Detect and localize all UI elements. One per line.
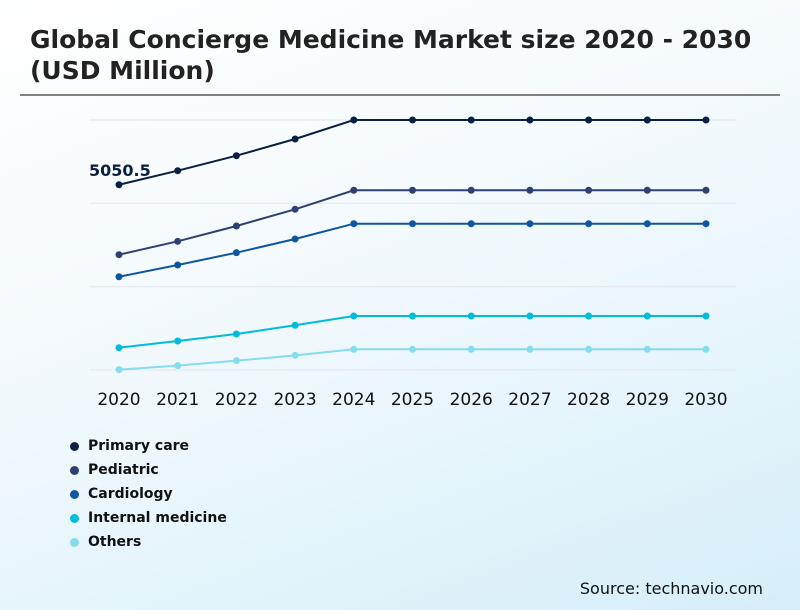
data-point-cardiology bbox=[409, 220, 416, 228]
data-point-internal-medicine bbox=[232, 330, 240, 338]
data-point-cardiology bbox=[526, 220, 534, 228]
data-point-others bbox=[232, 357, 240, 365]
data-point-primary-care bbox=[702, 116, 710, 124]
data-point-cardiology bbox=[350, 220, 358, 228]
data-point-others bbox=[115, 366, 123, 374]
data-point-primary-care bbox=[467, 116, 475, 124]
data-point-pediatric bbox=[643, 186, 651, 194]
x-tick-label: 2024 bbox=[332, 390, 375, 410]
data-point-primary-care bbox=[174, 167, 182, 175]
series-line-internal-medicine bbox=[118, 315, 706, 349]
data-point-others bbox=[409, 345, 416, 353]
data-point-pediatric bbox=[467, 186, 475, 194]
legend-marker-icon bbox=[70, 537, 79, 547]
legend-item-internal-medicine: Internal medicine bbox=[70, 506, 227, 530]
data-point-pediatric bbox=[702, 186, 710, 194]
data-point-others bbox=[174, 362, 182, 370]
chart-title: Global Concierge Medicine Market size 20… bbox=[30, 25, 752, 85]
data-point-primary-care bbox=[350, 116, 358, 124]
data-point-internal-medicine bbox=[643, 312, 651, 320]
data-point-internal-medicine bbox=[409, 312, 416, 320]
line-chart: 2020 2021 2022 2023 2024 2025 2026 2027 2028 2029… bbox=[89, 116, 736, 410]
data-point-others bbox=[350, 345, 358, 353]
data-point-others bbox=[526, 345, 534, 353]
data-point-pediatric bbox=[174, 237, 182, 245]
legend-marker-icon bbox=[70, 489, 79, 499]
data-point-internal-medicine bbox=[585, 312, 593, 320]
data-point-cardiology bbox=[585, 220, 593, 228]
legend-item-cardiology: Cardiology bbox=[70, 482, 227, 506]
data-point-internal-medicine bbox=[467, 312, 475, 320]
data-point-others bbox=[585, 345, 593, 353]
legend-label: Pediatric bbox=[88, 462, 159, 478]
data-point-cardiology bbox=[174, 261, 182, 269]
data-point-primary-care bbox=[232, 152, 240, 160]
legend-label: Primary care bbox=[88, 438, 190, 454]
legend-marker-icon bbox=[70, 441, 79, 451]
x-tick-label: 2020 bbox=[97, 390, 140, 410]
legend-marker-icon bbox=[70, 513, 79, 523]
data-point-pediatric bbox=[350, 186, 358, 194]
data-point-primary-care bbox=[585, 116, 593, 124]
legend-label: Others bbox=[88, 534, 142, 550]
legend-item-others: Others bbox=[70, 530, 227, 554]
data-point-cardiology bbox=[702, 220, 710, 228]
data-point-internal-medicine bbox=[291, 321, 299, 329]
data-label: 5050.5 bbox=[89, 161, 151, 180]
x-tick-label: 2022 bbox=[215, 390, 258, 410]
data-point-pediatric bbox=[291, 205, 299, 213]
data-point-internal-medicine bbox=[174, 337, 182, 345]
data-point-pediatric bbox=[585, 186, 593, 194]
data-point-pediatric bbox=[232, 222, 240, 230]
data-point-pediatric bbox=[409, 186, 416, 194]
legend-marker-icon bbox=[70, 465, 79, 475]
title-divider bbox=[20, 94, 780, 96]
legend-label: Cardiology bbox=[88, 486, 173, 502]
data-point-internal-medicine bbox=[526, 312, 534, 320]
source-label: Source: technavio.com bbox=[579, 579, 763, 598]
data-point-internal-medicine bbox=[115, 344, 123, 352]
data-point-cardiology bbox=[291, 235, 299, 243]
data-point-cardiology bbox=[115, 273, 123, 281]
legend-item-pediatric: Pediatric bbox=[70, 458, 227, 482]
data-point-primary-care bbox=[291, 135, 299, 143]
data-point-others bbox=[643, 345, 651, 353]
legend: Primary care Pediatric Cardiology Internal … bbox=[70, 434, 227, 554]
x-tick-label: 2025 bbox=[391, 390, 434, 410]
x-tick-label: 2023 bbox=[273, 390, 316, 410]
x-tick-label: 2026 bbox=[450, 390, 493, 410]
data-point-primary-care bbox=[643, 116, 651, 124]
x-tick-label: 2030 bbox=[684, 390, 727, 410]
x-tick-label: 2027 bbox=[508, 390, 551, 410]
series-line-primary-care bbox=[118, 119, 706, 186]
data-point-others bbox=[702, 345, 710, 353]
series-line-cardiology bbox=[118, 222, 706, 278]
x-tick-label: 2021 bbox=[156, 390, 199, 410]
data-point-internal-medicine bbox=[702, 312, 710, 320]
data-point-primary-care bbox=[115, 181, 123, 189]
data-point-others bbox=[291, 351, 299, 359]
data-point-primary-care bbox=[409, 116, 416, 124]
legend-item-primary-care: Primary care bbox=[70, 434, 227, 458]
x-tick-label: 2028 bbox=[567, 390, 610, 410]
legend-label: Internal medicine bbox=[88, 510, 227, 526]
data-point-pediatric bbox=[526, 186, 534, 194]
data-point-cardiology bbox=[467, 220, 475, 228]
data-point-cardiology bbox=[232, 249, 240, 257]
x-tick-label: 2029 bbox=[626, 390, 669, 410]
data-point-internal-medicine bbox=[350, 312, 358, 320]
data-point-cardiology bbox=[643, 220, 651, 228]
data-point-primary-care bbox=[526, 116, 534, 124]
data-point-others bbox=[467, 345, 475, 353]
data-point-pediatric bbox=[115, 251, 123, 259]
